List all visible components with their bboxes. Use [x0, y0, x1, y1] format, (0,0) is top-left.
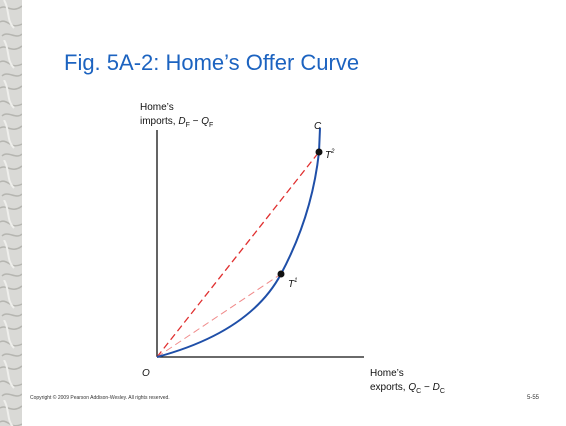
- point-label: T1: [288, 278, 297, 290]
- label-part: Q: [201, 116, 209, 127]
- marble-strip: [0, 0, 22, 426]
- page-number: 5-55: [527, 395, 540, 401]
- point-t2: [315, 148, 323, 156]
- label-part: imports,: [140, 116, 178, 127]
- x-axis-label: Home’s: [370, 368, 404, 379]
- point-label: T2: [325, 149, 335, 161]
- label-part: C: [416, 388, 421, 395]
- label-part: −: [421, 382, 432, 393]
- label-part: F: [209, 122, 213, 129]
- label-part: D: [178, 116, 185, 127]
- point-t1: [277, 270, 285, 278]
- label-part: C: [440, 388, 445, 395]
- copyright: Copyright © 2009 Pearson Addison-Wesley.…: [30, 394, 170, 401]
- label-part: Q: [408, 382, 416, 393]
- label-part: D: [433, 382, 440, 393]
- label-part: exports,: [370, 382, 408, 393]
- x-axis-label: exports, QC − DC: [370, 382, 445, 395]
- offer-curve: [156, 127, 321, 358]
- y-axis-label: imports, DF − QF: [140, 116, 213, 129]
- terms-of-trade-line-1: [156, 273, 282, 358]
- origin-label: O: [142, 368, 150, 379]
- curve-label: C: [314, 121, 322, 132]
- terms-of-trade-line-2: [156, 151, 320, 358]
- label-part: F: [186, 122, 190, 129]
- y-axis-label: Home’s: [140, 102, 174, 113]
- label-part: −: [190, 116, 201, 127]
- slide-title: Fig. 5A-2: Home’s Offer Curve: [64, 50, 359, 75]
